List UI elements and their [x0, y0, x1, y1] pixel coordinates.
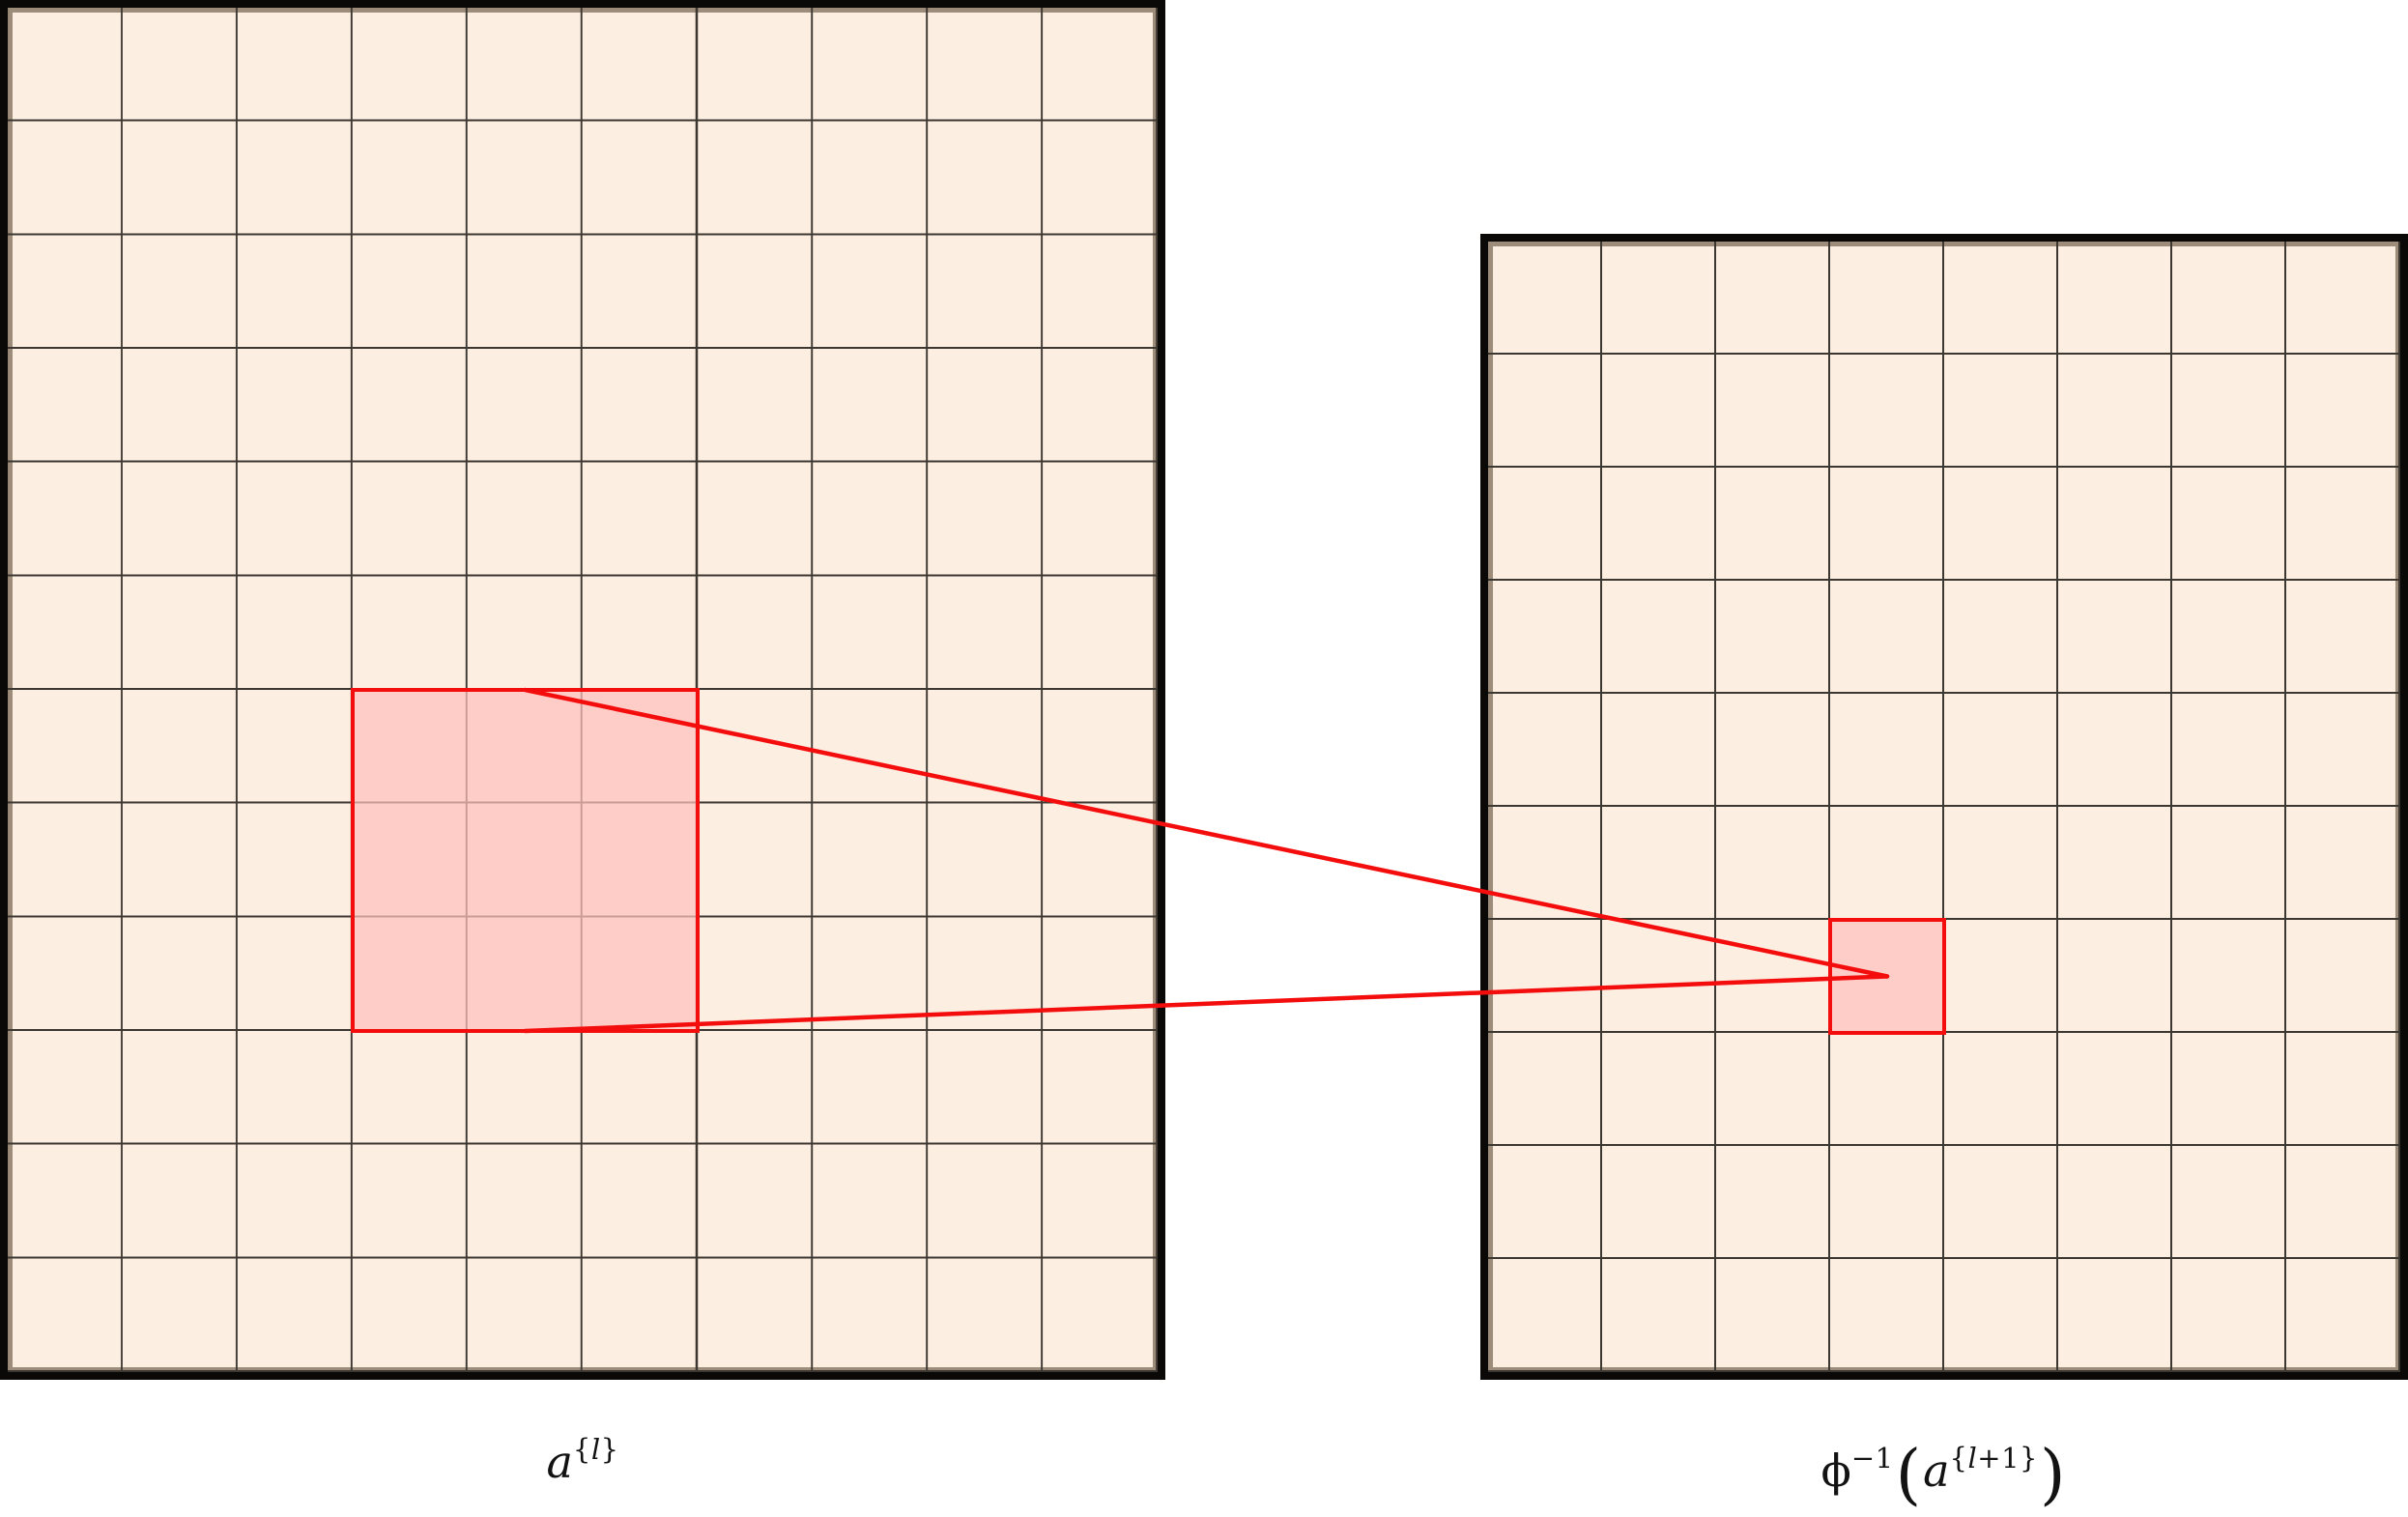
- close-paren: ): [2039, 1437, 2066, 1513]
- left-label-base: a: [546, 1436, 573, 1488]
- pooled-cell-highlight: [1828, 918, 1946, 1035]
- receptive-field-highlight: [351, 688, 700, 1034]
- grid-lines: [1488, 242, 2400, 1372]
- phi-exponent: −1: [1850, 1442, 1894, 1474]
- unpooled-feature-map-grid: [1480, 234, 2408, 1380]
- left-grid-label: a{l}: [546, 1433, 619, 1489]
- right-label-base: a: [1923, 1445, 1950, 1497]
- left-label-superscript: {l}: [572, 1433, 619, 1466]
- right-label-superscript: {l+1}: [1949, 1442, 2038, 1474]
- open-paren: (: [1895, 1437, 1922, 1513]
- phi-symbol: ϕ: [1820, 1445, 1851, 1497]
- right-grid-label: ϕ−1(a{l+1}): [1820, 1436, 2067, 1515]
